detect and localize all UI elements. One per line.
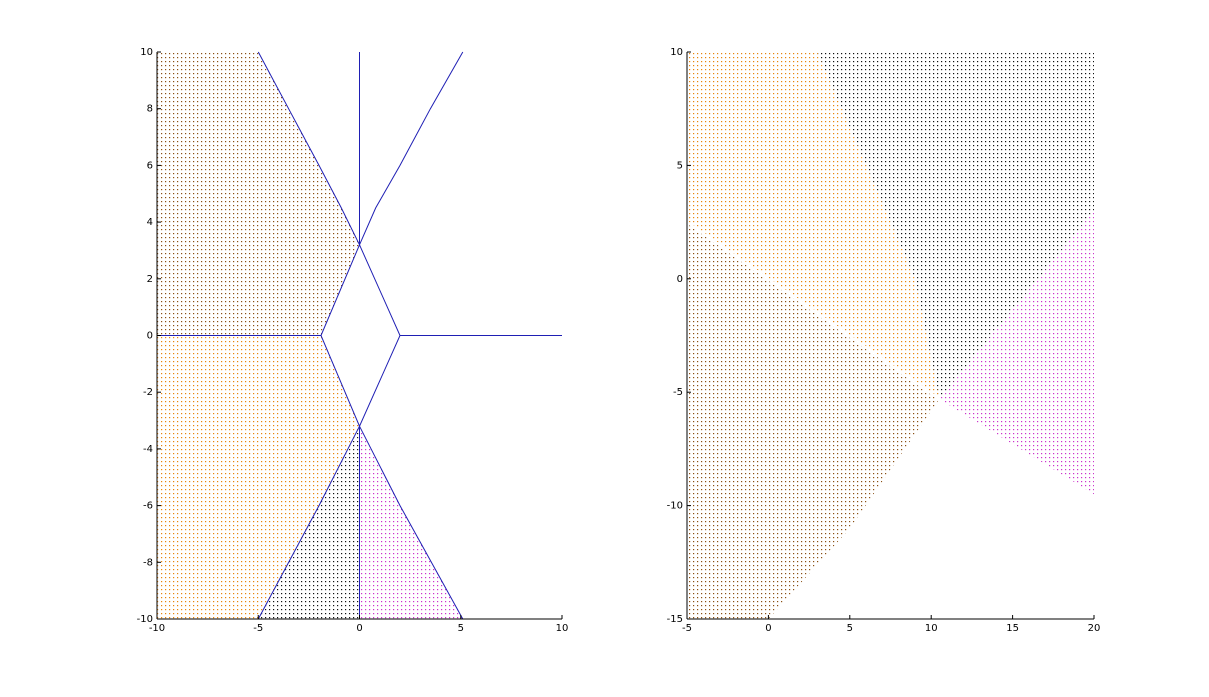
x-tick-label: -5: [253, 623, 263, 634]
dot-region: [258, 426, 360, 619]
dot-region: [939, 210, 1094, 495]
y-tick-label: 4: [147, 217, 153, 228]
axes: -5 0 5 10 15 20 -15 -10 -5 0 5 10: [667, 47, 1101, 634]
y-tick-label: 2: [147, 274, 153, 285]
y-tick-label: -15: [667, 614, 683, 625]
x-tick-label: 0: [356, 623, 362, 634]
x-tick-label: 20: [1088, 623, 1101, 634]
y-tick-label: -5: [673, 387, 683, 398]
y-tick-label: 10: [670, 47, 683, 58]
x-tick-label: 0: [765, 623, 771, 634]
x-tick-label: 5: [458, 623, 464, 634]
boundary-line: [686, 221, 941, 401]
y-tick-label: 5: [677, 160, 683, 171]
axes: -10 -5 0 5 10 -10 -8 -6 -4 -2 0 2 4 6 8 10: [137, 47, 569, 634]
dot-region: [687, 52, 940, 399]
y-tick-label: 6: [147, 160, 153, 171]
dot-region: [157, 335, 360, 619]
x-tick-label: 10: [556, 623, 569, 634]
x-tick-label: 10: [925, 623, 938, 634]
y-tick-label: 10: [140, 47, 153, 58]
x-tick-label: -10: [149, 623, 165, 634]
dot-region: [157, 52, 360, 336]
dot-region: [359, 426, 463, 619]
y-tick-label: -4: [143, 444, 153, 455]
x-tick-label: -5: [682, 623, 692, 634]
dot-region: [687, 222, 940, 619]
boundary-line: [157, 51, 562, 620]
y-tick-label: 0: [677, 274, 683, 285]
y-tick-label: -10: [137, 614, 153, 625]
x-tick-label: 15: [1006, 623, 1019, 634]
y-tick-label: 8: [147, 104, 153, 115]
dot-region: [817, 52, 1094, 399]
y-tick-label: 0: [147, 331, 153, 342]
y-tick-label: -10: [667, 501, 683, 512]
y-tick-label: -2: [143, 387, 153, 398]
x-tick-label: 5: [847, 623, 853, 634]
y-tick-label: -8: [143, 557, 153, 568]
y-tick-label: -6: [143, 501, 153, 512]
